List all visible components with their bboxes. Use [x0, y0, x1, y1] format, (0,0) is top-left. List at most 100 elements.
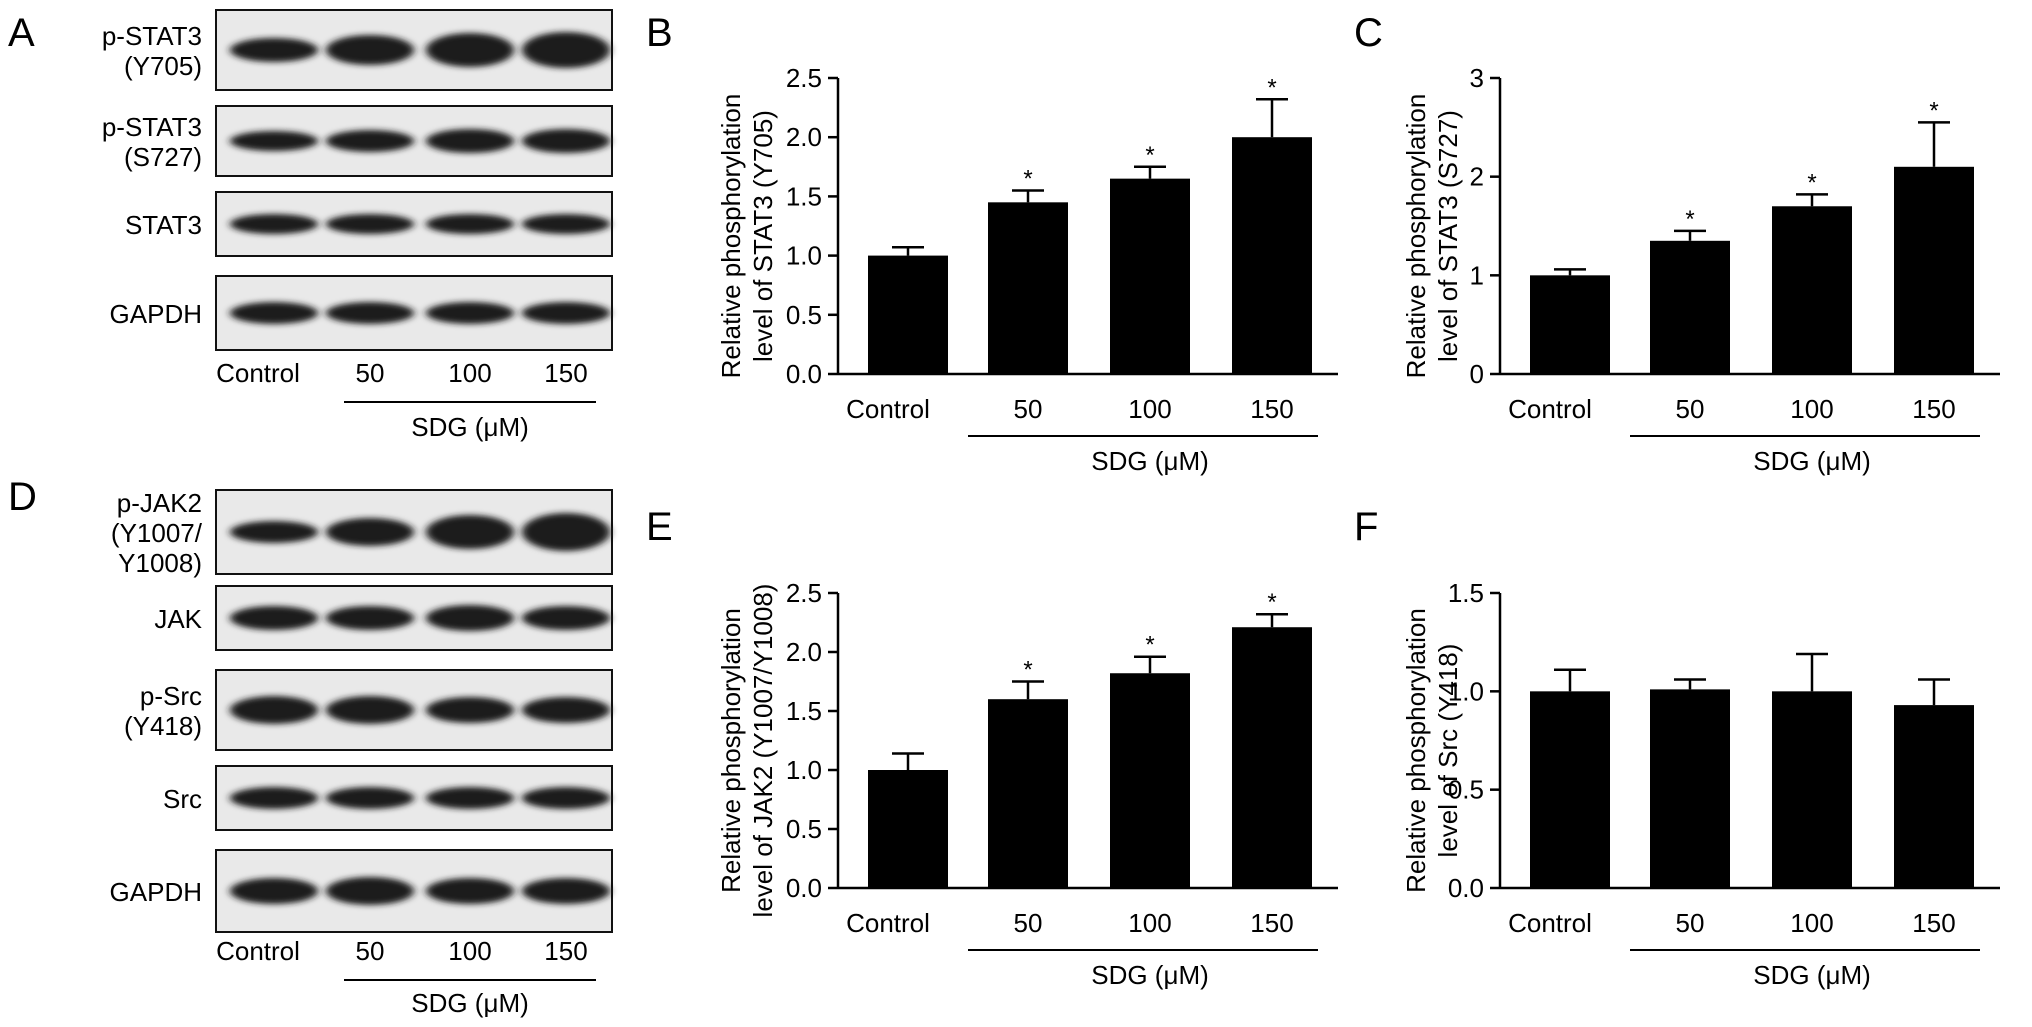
y-tick-label: 0.5 — [786, 814, 822, 844]
blot-band — [426, 878, 514, 904]
y-tick-label: 0.0 — [786, 359, 822, 389]
y-tick-label: 1.0 — [786, 755, 822, 785]
blot-band — [522, 878, 610, 904]
x-tick-label: 100 — [1790, 394, 1833, 424]
bar — [1650, 689, 1730, 888]
bar-chart-panel-b: 0.0 0.5 1.0 1.5 2.0 2.5 Control * 50 * 100 * 150 SDG … — [716, 63, 1338, 476]
x-tick-label: 150 — [1912, 394, 1955, 424]
x-tick-label: 100 — [1128, 394, 1171, 424]
bar — [1232, 627, 1312, 888]
bar — [1772, 691, 1852, 888]
blot-band — [426, 697, 514, 723]
blot-lane-label: 150 — [544, 358, 587, 388]
bar — [988, 699, 1068, 888]
blot-row-label: (S727) — [124, 142, 202, 172]
treatment-label: SDG (μM) — [411, 988, 529, 1018]
y-axis-title: Relative phosphorylation — [1401, 94, 1431, 379]
treatment-label: SDG (μM) — [411, 412, 529, 442]
blot-band — [230, 696, 318, 724]
x-tick-label: 50 — [1014, 394, 1043, 424]
y-tick-label: 0 — [1470, 359, 1484, 389]
significance-marker: * — [1807, 169, 1816, 196]
blot-band — [230, 787, 318, 809]
blot-band — [522, 513, 610, 551]
bar — [868, 255, 948, 374]
x-tick-label: 100 — [1128, 908, 1171, 938]
blot-band — [230, 302, 318, 324]
x-tick-label: 50 — [1676, 908, 1705, 938]
y-axis-title: level of STAT3 (Y705) — [748, 110, 778, 362]
blot-band — [326, 214, 414, 234]
blot-band — [522, 787, 610, 809]
panel-letter-f: F — [1354, 505, 1378, 549]
y-tick-label: 2 — [1470, 162, 1484, 192]
y-tick-label: 0.5 — [786, 300, 822, 330]
blot-band — [522, 697, 610, 723]
blot-band — [326, 302, 414, 324]
blot-band — [230, 878, 318, 904]
significance-marker: * — [1685, 206, 1694, 233]
blot-band — [326, 877, 414, 905]
y-tick-label: 0.5 — [1448, 775, 1484, 805]
blot-row-label: (Y1007/ — [111, 518, 203, 548]
panel-letter-b: B — [646, 11, 673, 55]
blot-band — [326, 696, 414, 724]
bar — [1530, 691, 1610, 888]
y-axis-title: Relative phosphorylation — [716, 94, 746, 379]
y-tick-label: 1 — [1470, 260, 1484, 290]
significance-marker: * — [1267, 74, 1276, 101]
blot-band — [326, 606, 414, 630]
y-axis-title: Relative phosphorylation — [716, 608, 746, 893]
blot-band — [326, 35, 414, 65]
bar — [1110, 673, 1190, 888]
blot-band — [326, 787, 414, 809]
blot-row-label: p-STAT3 — [102, 112, 202, 142]
blot-lane-label: 100 — [448, 358, 491, 388]
blot-row-label: (Y418) — [124, 711, 202, 741]
bar — [1530, 275, 1610, 374]
significance-marker: * — [1145, 142, 1154, 169]
y-tick-label: 1.0 — [1448, 676, 1484, 706]
blot-lane-label: Control — [216, 358, 300, 388]
bar-chart-panel-e: 0.0 0.5 1.0 1.5 2.0 2.5 Control * 50 * 100 * 150 SDG … — [716, 578, 1338, 990]
significance-marker: * — [1145, 632, 1154, 659]
blot-band — [426, 515, 514, 549]
blot-band — [522, 302, 610, 324]
x-tick-label: Control — [1508, 394, 1592, 424]
panel-letter-c: C — [1354, 11, 1383, 55]
panel-letter-a: A — [8, 11, 35, 55]
blot-row-label: GAPDH — [110, 299, 202, 329]
blot-row-label: Src — [163, 784, 202, 814]
blot-lane-label: 50 — [356, 936, 385, 966]
bar — [1772, 206, 1852, 374]
x-tick-label: 50 — [1676, 394, 1705, 424]
significance-marker: * — [1023, 165, 1032, 192]
group-label: SDG (μM) — [1091, 446, 1209, 476]
blot-band — [426, 787, 514, 809]
x-tick-label: Control — [1508, 908, 1592, 938]
blot-row-label: p-Src — [140, 681, 202, 711]
blot-lane-label: Control — [216, 936, 300, 966]
bar — [1894, 705, 1974, 888]
blot-row-label: STAT3 — [125, 210, 202, 240]
blot-band — [522, 32, 610, 68]
y-tick-label: 0.0 — [1448, 873, 1484, 903]
y-tick-label: 3 — [1470, 63, 1484, 93]
group-label: SDG (μM) — [1091, 960, 1209, 990]
significance-marker: * — [1929, 97, 1938, 124]
blot-band — [522, 606, 610, 630]
blot-band — [426, 129, 514, 153]
y-tick-label: 2.0 — [786, 637, 822, 667]
blot-band — [326, 518, 414, 546]
y-tick-label: 2.0 — [786, 122, 822, 152]
y-axis-title: level of Src (Y418) — [1433, 644, 1463, 858]
blot-lane-label: 100 — [448, 936, 491, 966]
significance-marker: * — [1267, 589, 1276, 616]
blot-band — [326, 130, 414, 152]
western-blot-panel-a: p-STAT3(Y705)p-STAT3(S727)STAT3GAPDHCont… — [102, 9, 613, 442]
y-tick-label: 0.0 — [786, 873, 822, 903]
group-label: SDG (μM) — [1753, 446, 1871, 476]
blot-row-label: Y1008) — [118, 548, 202, 578]
bar — [1110, 178, 1190, 374]
